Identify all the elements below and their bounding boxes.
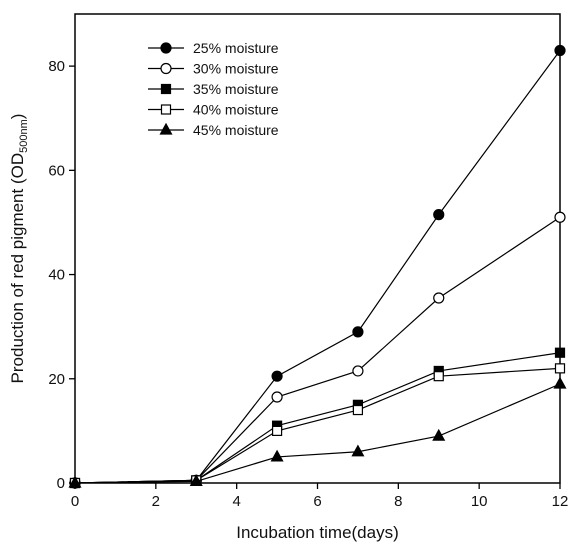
legend-marker: [160, 42, 172, 54]
x-tick-label: 10: [471, 493, 488, 510]
data-point: [432, 428, 446, 441]
axes: 0 2 4 6 8 10 12 0 20 40 60 80: [48, 13, 569, 510]
y-axis-title-closing: ): [8, 114, 27, 120]
x-tick-label: 4: [232, 493, 240, 510]
data-point: [270, 449, 284, 462]
x-tick-label: 12: [552, 493, 569, 510]
data-point: [68, 475, 82, 488]
legend-marker: [159, 122, 173, 135]
data-point: [433, 209, 445, 221]
data-point: [554, 347, 566, 358]
legend-label: 45% moisture: [193, 122, 279, 138]
y-axis-title-main: Production of red pigment (OD: [8, 153, 27, 384]
data-point: [554, 363, 566, 374]
series-3: [69, 347, 566, 489]
y-tick-label: 40: [48, 267, 65, 284]
series-line: [74, 50, 561, 484]
series-line: [74, 367, 561, 484]
y-tick-label: 0: [57, 475, 65, 492]
data-point: [271, 425, 283, 436]
legend-marker: [160, 104, 172, 115]
legend-marker: [160, 62, 172, 75]
series-layer: [68, 44, 567, 489]
series-1: [69, 44, 566, 489]
x-axis-title: Incubation time(days): [236, 523, 399, 542]
data-point: [271, 391, 283, 403]
legend: 25% moisture 30% moisture 35% moisture 40% …: [148, 40, 279, 138]
data-point: [352, 404, 364, 416]
data-point: [554, 211, 566, 223]
legend-label: 30% moisture: [193, 61, 279, 77]
y-axis-title-subscript: 500nm: [18, 119, 30, 153]
y-axis-title: Production of red pigment (OD500nm): [8, 114, 30, 384]
data-point: [554, 44, 566, 57]
series-5: [68, 376, 567, 488]
legend-item-4: 40% moisture: [148, 102, 279, 118]
legend-item-1: 25% moisture: [148, 40, 279, 56]
legend-item-3: 35% moisture: [148, 81, 279, 97]
x-tick-label: 0: [71, 493, 79, 510]
x-tick-label: 8: [394, 493, 402, 510]
x-tick-label: 6: [313, 493, 321, 510]
plot-frame: [74, 13, 561, 484]
y-tick-label: 60: [48, 162, 65, 179]
data-point: [271, 370, 283, 382]
data-point: [351, 444, 365, 457]
data-point: [433, 292, 445, 304]
series-line: [74, 383, 561, 484]
legend-label: 40% moisture: [193, 102, 279, 118]
y-tick-label: 80: [48, 58, 65, 75]
data-point: [352, 365, 364, 377]
y-tick-label: 20: [48, 371, 65, 388]
legend-label: 35% moisture: [193, 81, 279, 97]
data-point: [352, 326, 364, 338]
series-4: [69, 363, 566, 489]
legend-item-5: 45% moisture: [148, 122, 279, 138]
series-2: [69, 211, 566, 489]
x-tick-label: 2: [152, 493, 160, 510]
series-line: [74, 352, 561, 484]
legend-marker: [160, 83, 172, 95]
legend-label: 25% moisture: [193, 40, 279, 56]
series-line: [74, 216, 561, 484]
legend-item-2: 30% moisture: [148, 61, 279, 77]
data-point: [553, 376, 567, 389]
data-point: [189, 474, 203, 487]
data-point: [433, 371, 444, 382]
